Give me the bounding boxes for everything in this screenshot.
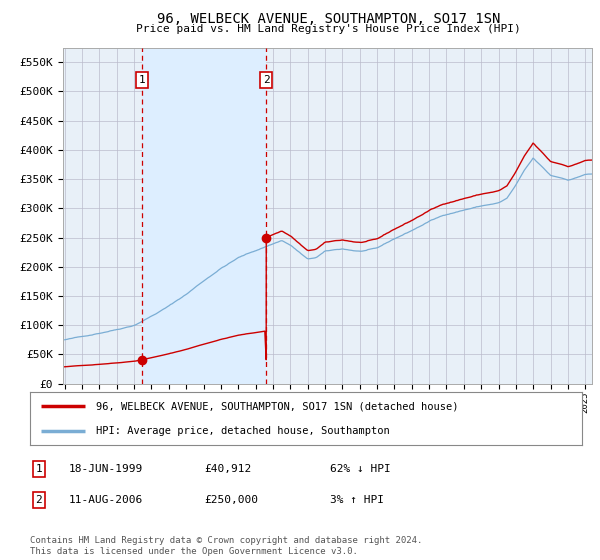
Text: 62% ↓ HPI: 62% ↓ HPI [330,464,391,474]
Text: 1: 1 [139,74,145,85]
Bar [142,48,266,384]
Text: 2: 2 [35,495,43,505]
Text: £40,912: £40,912 [204,464,251,474]
Text: 18-JUN-1999: 18-JUN-1999 [69,464,143,474]
Text: 3% ↑ HPI: 3% ↑ HPI [330,495,384,505]
Text: £250,000: £250,000 [204,495,258,505]
Text: 1: 1 [35,464,43,474]
Text: HPI: Average price, detached house, Southampton: HPI: Average price, detached house, Sout… [96,426,390,436]
Text: 11-AUG-2006: 11-AUG-2006 [69,495,143,505]
Text: Contains HM Land Registry data © Crown copyright and database right 2024.
This d: Contains HM Land Registry data © Crown c… [30,536,422,556]
Text: 2: 2 [263,74,269,85]
Text: 96, WELBECK AVENUE, SOUTHAMPTON, SO17 1SN: 96, WELBECK AVENUE, SOUTHAMPTON, SO17 1S… [157,12,500,26]
Text: Price paid vs. HM Land Registry's House Price Index (HPI): Price paid vs. HM Land Registry's House … [136,24,521,34]
Text: 96, WELBECK AVENUE, SOUTHAMPTON, SO17 1SN (detached house): 96, WELBECK AVENUE, SOUTHAMPTON, SO17 1S… [96,402,459,412]
